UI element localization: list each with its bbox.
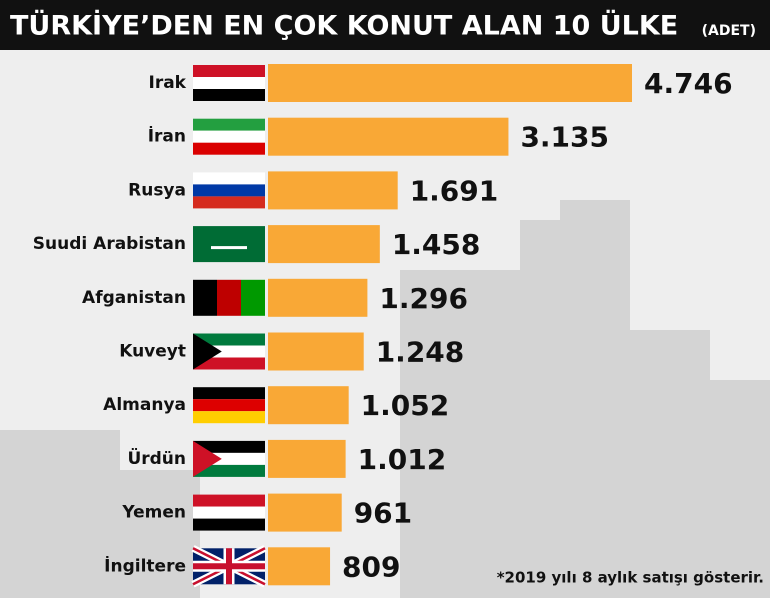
flag: [191, 545, 267, 588]
category-label: Irak: [149, 73, 187, 93]
bar: [268, 64, 632, 102]
category-label: İran: [148, 125, 186, 147]
flag: [193, 226, 265, 263]
flag-field: [193, 226, 265, 263]
flag-stripe: [193, 279, 217, 316]
skyline-block: [710, 380, 770, 598]
category-label: Ürdün: [127, 447, 186, 469]
bar: [268, 225, 380, 264]
value-label: 1.012: [358, 443, 447, 476]
flag-stripe: [193, 333, 265, 346]
flag-stripe: [217, 279, 241, 316]
skyline: [0, 200, 770, 598]
flag-stripe: [193, 172, 265, 185]
flag-stripe: [193, 494, 265, 507]
flag: [193, 387, 265, 424]
flag-triangle: [193, 440, 222, 477]
chart-subtitle: (ADET): [702, 23, 756, 39]
flag-stripe: [193, 411, 265, 424]
title-bar: [0, 0, 770, 50]
category-label: Almanya: [103, 395, 186, 415]
flag-stripe: [193, 518, 265, 531]
flag-stripe: [193, 196, 265, 209]
flag: [193, 172, 265, 209]
value-label: 3.135: [520, 121, 609, 154]
value-label: 4.746: [644, 67, 733, 100]
flag-stripe: [193, 399, 265, 412]
footnote: *2019 yılı 8 aylık satışı gösterir.: [497, 569, 764, 587]
flag-stripe: [193, 387, 265, 400]
bar: [268, 386, 349, 425]
flag-triangle: [193, 333, 222, 370]
category-label: Rusya: [128, 180, 186, 200]
bar: [268, 117, 509, 156]
skyline-block: [0, 430, 120, 598]
flag-emblem: [211, 246, 247, 250]
value-label: 1.296: [379, 282, 468, 315]
value-label: 961: [354, 497, 412, 530]
value-label: 1.248: [376, 336, 465, 369]
bar: [268, 439, 346, 478]
category-label: Afganistan: [82, 288, 186, 308]
flag: [193, 118, 265, 155]
flag-stripe: [193, 65, 265, 77]
skyline-block: [560, 200, 630, 598]
flag-stripe: [193, 142, 265, 155]
flag: [193, 440, 265, 477]
bar: [268, 171, 398, 210]
value-label: 1.691: [410, 174, 499, 207]
flag: [193, 494, 265, 531]
flag-stripe: [193, 464, 265, 477]
flag-stripe: [193, 89, 265, 101]
bar: [268, 547, 331, 586]
flag-stripe: [241, 279, 265, 316]
bar: [268, 493, 342, 532]
category-label: Kuveyt: [119, 342, 186, 362]
flag-stripe: [193, 506, 265, 519]
value-label: 809: [342, 550, 400, 583]
category-label: Yemen: [121, 503, 186, 523]
skyline-block: [630, 330, 710, 598]
value-label: 1.052: [361, 389, 450, 422]
bar: [268, 332, 364, 371]
flag-stripe: [193, 118, 265, 131]
flag-stripe: [193, 357, 265, 370]
skyline-block: [400, 270, 520, 598]
flag-stripe: [193, 184, 265, 197]
skyline-block: [120, 470, 200, 598]
bar: [268, 278, 368, 317]
flag-stripe: [193, 440, 265, 453]
chart-title: TÜRKİYE’DEN EN ÇOK KONUT ALAN 10 ÜLKE: [10, 9, 678, 42]
flag: [193, 333, 265, 370]
value-label: 1.458: [392, 228, 481, 261]
category-label: İngiltere: [104, 554, 186, 576]
flag: [193, 65, 265, 101]
flag-stripe: [193, 77, 265, 89]
flag-cross-red: [193, 548, 265, 585]
flag-stripe: [193, 130, 265, 143]
flag: [193, 279, 265, 316]
category-label: Suudi Arabistan: [33, 234, 186, 254]
